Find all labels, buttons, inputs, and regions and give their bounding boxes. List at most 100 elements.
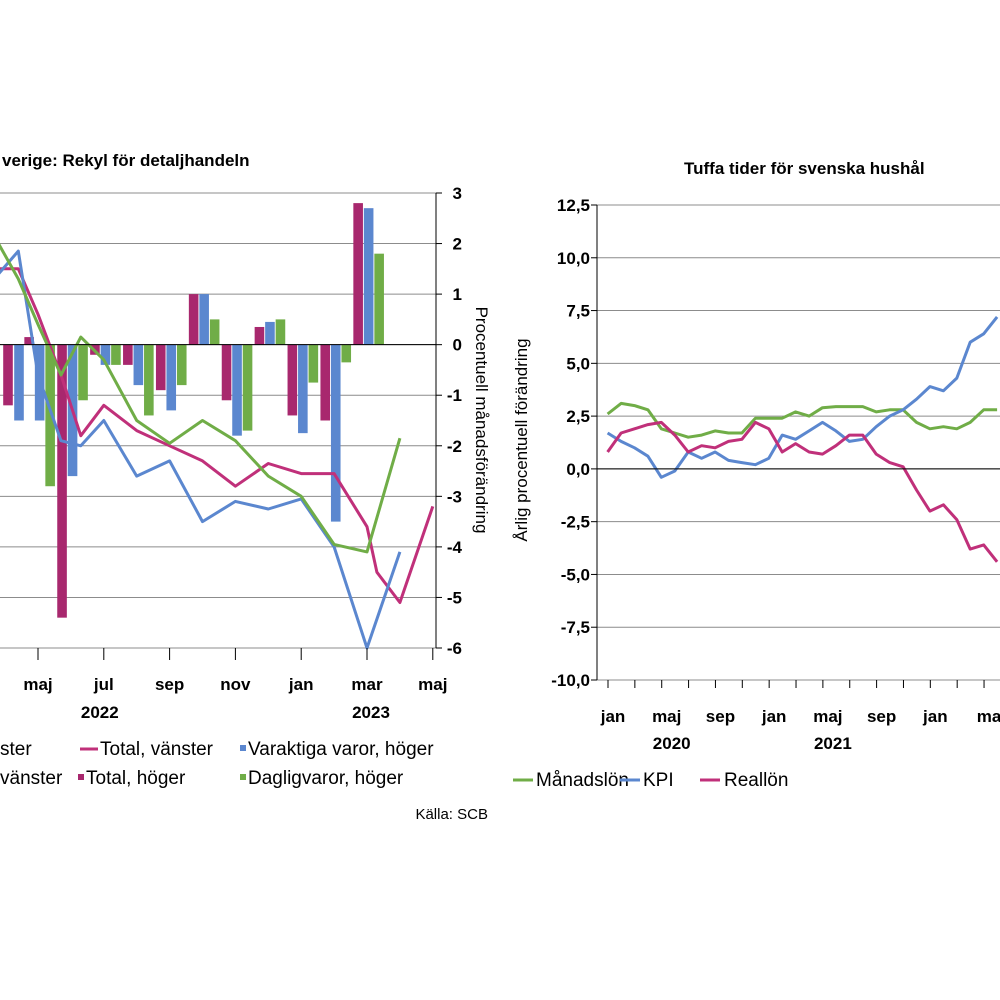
left-bar [353,203,363,345]
right-axes: 12,5 10,0 7,5 5,0 2,5 0,0 -2,5 -5,0 -7,5 -10,0 jan… [551,196,1000,753]
left-bar [341,344,352,363]
left-bar [111,344,121,365]
right-series-line [606,420,999,563]
legend-label: Dagligvaror, höger [248,768,404,789]
right-y-tick-label: 10,0 [557,249,590,268]
left-y-tick-label: 3 [453,184,462,203]
right-legend: Månadslön KPI Reallön [513,770,788,791]
right-y-tick-label: 0,0 [566,460,590,479]
right-chart: Tuffa tider för svenska hushål 12,5 10,0 7… [512,159,1000,791]
left-x-tick-label: maj [23,675,52,694]
left-bars [3,203,384,618]
left-x-tick-label: nov [220,675,251,694]
left-series-line [0,243,402,554]
right-year-label: 2020 [653,734,691,753]
right-x-tick-label: sep [706,707,735,726]
left-bar [166,344,177,411]
legend-label: vänster [0,768,63,789]
right-y-tick-label: -7,5 [561,618,590,637]
left-bar [123,344,133,365]
left-bar [374,253,384,345]
right-x-tick-label: jan [761,707,787,726]
legend-label: Månadslön [536,770,629,791]
right-y-tick-label: 2,5 [566,407,590,426]
left-bar [330,344,341,522]
left-right-axis-label: Procentuell månadsförändring [472,307,491,534]
left-chart: verige: Rekyl för detaljhandeln 3 2 1 0 -1 -2… [0,151,491,823]
left-bar [298,344,308,434]
left-bar [287,344,298,416]
left-bar [176,344,187,386]
right-year-label: 2021 [814,734,852,753]
legend-label: Reallön [724,770,788,791]
right-series-line [606,401,998,439]
left-y-tick-label: -4 [447,538,463,557]
legend-label: ster [0,739,32,760]
left-year-label: 2023 [352,703,390,722]
left-bar [14,344,24,421]
right-y-tick-label: -5,0 [561,565,590,584]
left-bar [144,344,154,416]
left-bar [265,321,275,345]
left-y-tick-label: -6 [447,639,462,658]
right-y-tick-label: 5,0 [566,354,590,373]
right-lines [606,315,999,563]
right-y-tick-label: 7,5 [566,302,590,321]
legend-square-marker [240,745,246,751]
left-bar [221,344,232,401]
left-bar [155,344,166,391]
left-y-tick-label: -2 [447,437,462,456]
left-bar [188,294,199,345]
right-x-tick-label: sep [867,707,896,726]
left-bar [45,344,55,487]
left-x-tick-label: jul [93,675,114,694]
left-bar [275,319,286,345]
left-bar [133,344,144,386]
left-x-tick-label: sep [155,675,184,694]
left-bar [363,208,374,345]
right-y-tick-label: 12,5 [557,196,590,215]
left-bar [199,294,209,345]
right-x-tick-label: maj [652,707,681,726]
left-y-tick-label: 1 [453,285,462,304]
left-bar [57,344,67,618]
right-x-tick-label: maj [813,707,842,726]
right-x-tick-label: jan [922,707,948,726]
right-series-line [606,315,999,479]
left-bar [320,344,331,421]
left-year-label: 2022 [81,703,119,722]
right-y-axis-label: Årlig procentuell förändring [512,338,531,541]
left-bar [100,344,111,365]
left-y-tick-label: 0 [453,336,462,355]
legend-label: KPI [643,770,674,791]
left-bar [3,344,13,406]
left-x-tick-label: mar [351,675,383,694]
legend-label: Total, höger [86,768,186,789]
source-note: Källa: SCB [415,806,488,823]
left-y-tick-label: -5 [447,588,462,607]
left-legend: ster Total, vänster Varaktiga varor, höger… [0,739,434,789]
left-bar [24,337,34,345]
left-y-tick-label: -1 [447,386,462,405]
legend-square-marker [78,774,84,780]
left-x-tick-label: maj [418,675,447,694]
left-bar [232,344,242,436]
left-y-tick-label: 2 [453,235,462,254]
legend-label: Total, vänster [100,739,214,760]
legend-square-marker [240,774,246,780]
left-bar [308,344,319,383]
right-chart-title: Tuffa tider för svenska hushål [684,159,925,178]
left-bar [78,344,88,401]
right-y-tick-label: -2,5 [561,513,590,532]
legend-label: Varaktiga varor, höger [248,739,434,760]
left-bar [242,344,253,431]
right-x-tick-label: jan [600,707,626,726]
left-y-tick-label: -3 [447,487,462,506]
left-bar [209,319,220,345]
right-y-tick-label: -10,0 [551,671,590,690]
right-gridlines [597,204,1000,681]
right-x-tick-label: ma [977,707,1000,726]
left-lines [0,243,435,650]
